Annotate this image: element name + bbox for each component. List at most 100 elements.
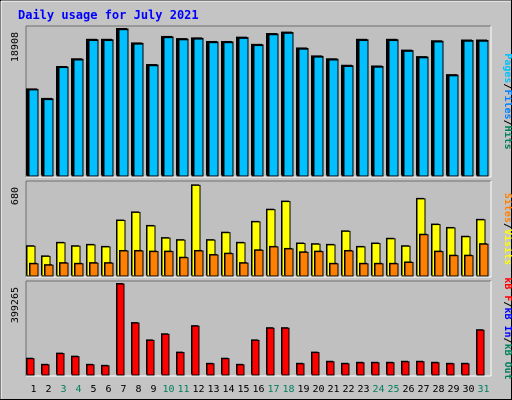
x-tick-label: 10 [162,384,174,395]
pages-bar [73,59,84,177]
kbf-bar [341,363,350,376]
sites-bar [254,249,264,277]
sites-bar [269,246,279,277]
pages-bar [313,56,324,177]
x-tick-label: 27 [417,384,429,395]
kbf-bar [401,361,410,376]
sites-bar [449,255,459,277]
sites-bar [299,251,309,277]
kbf-bar [146,339,155,376]
legend-item: Files [502,89,512,119]
x-tick-label: 19 [297,384,309,395]
sites-bar [419,234,429,277]
x-tick-label: 3 [60,384,66,395]
x-tick-label: 17 [267,384,279,395]
x-tick-label: 29 [447,384,459,395]
kbf-bar [206,363,215,376]
kbf-bar [116,283,125,376]
y-axis-max-label-2: 680 [10,187,21,205]
sites-bar [89,262,99,277]
sites-bar [179,257,189,277]
x-tick-label: 26 [402,384,414,395]
sites-bar [284,248,294,277]
pages-bar [163,37,174,177]
sites-bar [164,251,174,277]
pages-bar [328,59,339,177]
legend-item: / [502,83,512,89]
sites-bar [194,250,204,277]
sites-bar [389,263,399,277]
sites-bar [209,254,219,277]
sites-bar [404,261,414,277]
x-tick-label: 16 [252,384,264,395]
x-tick-label: 28 [432,384,444,395]
x-tick-label: 21 [327,384,339,395]
sites-bar [104,262,114,277]
kbf-bar [176,352,185,376]
x-tick-label: 1 [30,384,36,395]
legend-item: kB F [502,277,512,301]
pages-bar [118,29,129,177]
sites-bar [29,263,39,277]
pages-bar [58,67,69,177]
x-tick-label: 5 [90,384,96,395]
kbf-bar [161,333,170,376]
kbf-bar [416,361,425,376]
kbf-bar [41,364,50,376]
pages-bar [403,50,414,177]
kbf-bar [356,362,365,376]
sites-bar [74,263,84,277]
pages-bar [43,99,54,177]
legend-item: / [502,301,512,307]
x-tick-label: 4 [75,384,81,395]
sites-bar [224,253,234,277]
sites-bar [374,263,384,277]
legend-item: Hits [502,126,512,150]
kbf-bar [311,352,320,376]
kbf-bar [26,358,35,376]
x-tick-label: 15 [237,384,249,395]
kbf-bar [266,327,275,376]
chart-title: Daily usage for July 2021 [18,8,199,22]
sites-bar [59,262,69,277]
kbf-bar [296,363,305,376]
kbf-bar [131,322,140,376]
pages-bar [478,40,489,177]
pages-bar [418,57,429,177]
legend-item: Pages [502,53,512,83]
legend-item: kB In [502,307,512,337]
pages-bar [463,40,474,177]
legend-item: / [502,120,512,126]
pages-bar [133,43,144,177]
pages-bar [268,34,279,177]
sites-bar [329,263,339,277]
x-tick-label: 12 [192,384,204,395]
kbf-bar [446,363,455,376]
pages-bar [193,38,204,177]
legend-item: / [502,338,512,344]
pages-bar [223,42,234,177]
x-tick-label: 23 [357,384,369,395]
x-tick-label: 13 [207,384,219,395]
pages-bar [28,89,39,177]
sites-bar [134,250,144,277]
x-tick-label: 6 [105,384,111,395]
sites-bar [119,250,129,277]
sites-bar [434,251,444,277]
sites-bar [359,263,369,277]
kbf-bar [281,327,290,376]
pages-bar [448,75,459,177]
x-tick-label: 2 [45,384,51,395]
kbf-bar [101,365,110,376]
sites-bar [149,251,159,277]
pages-bar [388,40,399,177]
pages-bar [358,40,369,177]
kbf-bar [461,363,470,376]
x-tick-label: 8 [135,384,141,395]
x-tick-label: 14 [222,384,234,395]
y-axis-max-label-1: 18908 [10,32,21,62]
kbf-bar [221,358,230,376]
pages-bar [298,48,309,177]
